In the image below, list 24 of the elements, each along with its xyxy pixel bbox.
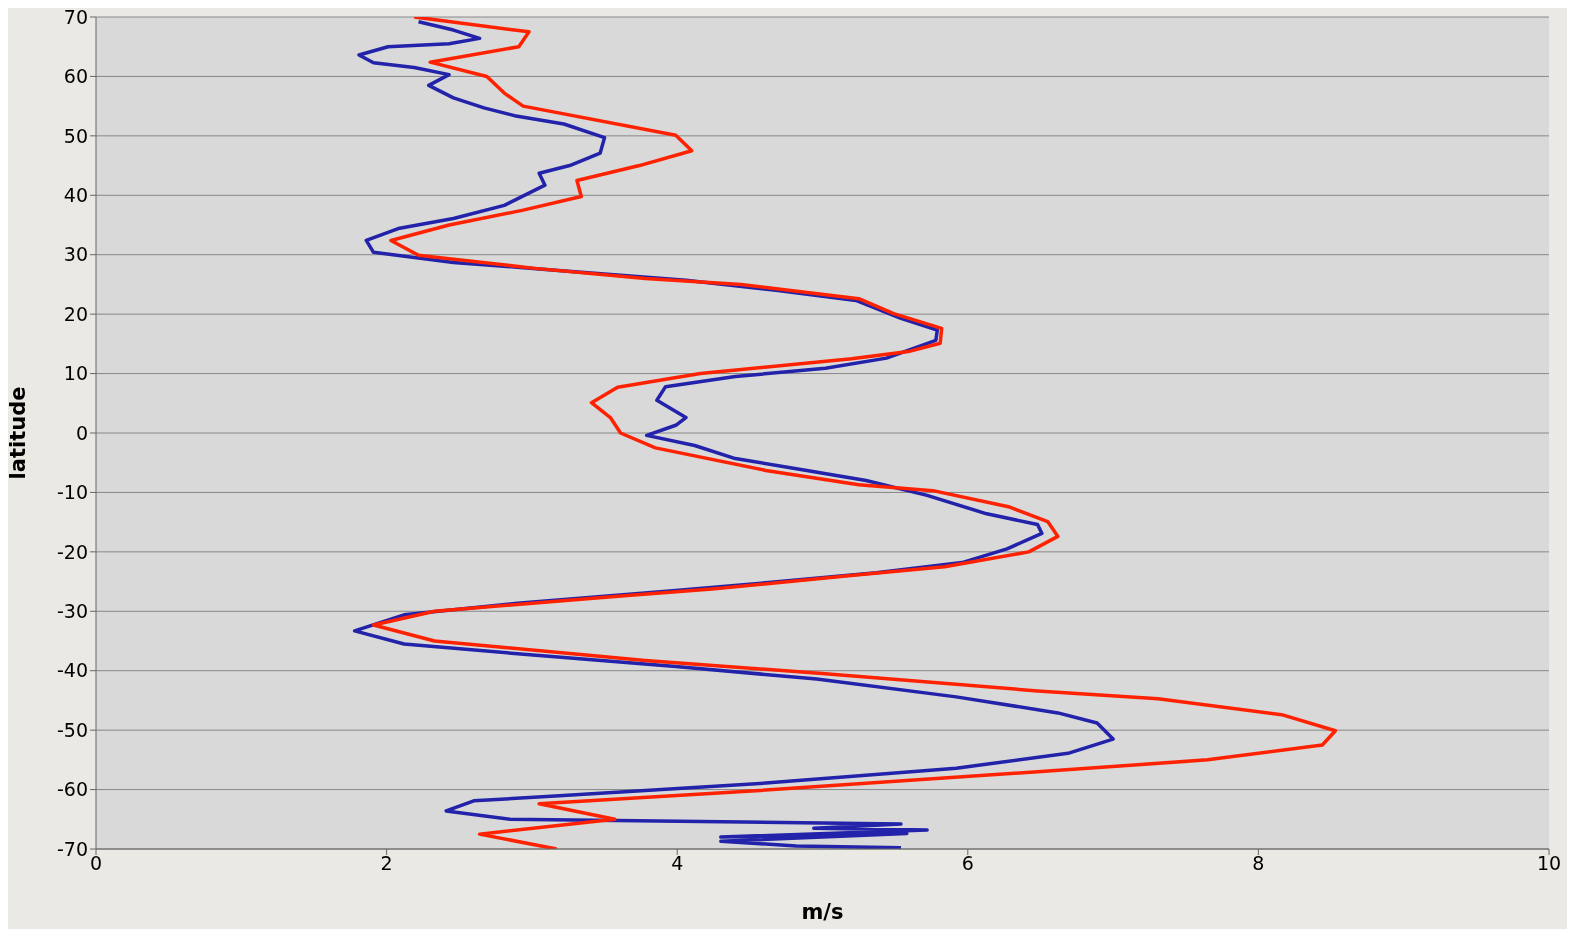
y-tick-label: -50 [56, 718, 88, 741]
y-tick-label: -10 [56, 481, 88, 504]
x-tick-label: 4 [671, 852, 684, 875]
y-tick-label: 10 [63, 362, 88, 385]
y-axis-title: latitude [6, 386, 31, 480]
line-series [371, 17, 1338, 849]
y-tick-label: 30 [63, 243, 88, 266]
y-tick-label: 60 [63, 65, 88, 88]
y-tick-label: 40 [63, 184, 88, 207]
x-tick-label: 0 [89, 852, 103, 875]
x-tick-label: 8 [1252, 852, 1265, 875]
y-tick-label: -40 [56, 659, 88, 682]
y-tick-label: -30 [56, 600, 88, 623]
y-tick-label: 50 [63, 124, 88, 147]
y-tick-label: 20 [63, 302, 88, 325]
x-tick-label: 10 [1536, 852, 1562, 875]
y-tick-label: 70 [63, 5, 88, 28]
x-axis-title: m/s [801, 900, 844, 924]
y-tick-label: 0 [75, 421, 88, 444]
y-tick-label: -70 [56, 837, 88, 860]
y-tick-label: -20 [56, 540, 88, 563]
x-tick-label: 6 [961, 852, 974, 875]
x-tick-label: 2 [380, 852, 393, 875]
y-tick-label: -60 [56, 778, 88, 801]
